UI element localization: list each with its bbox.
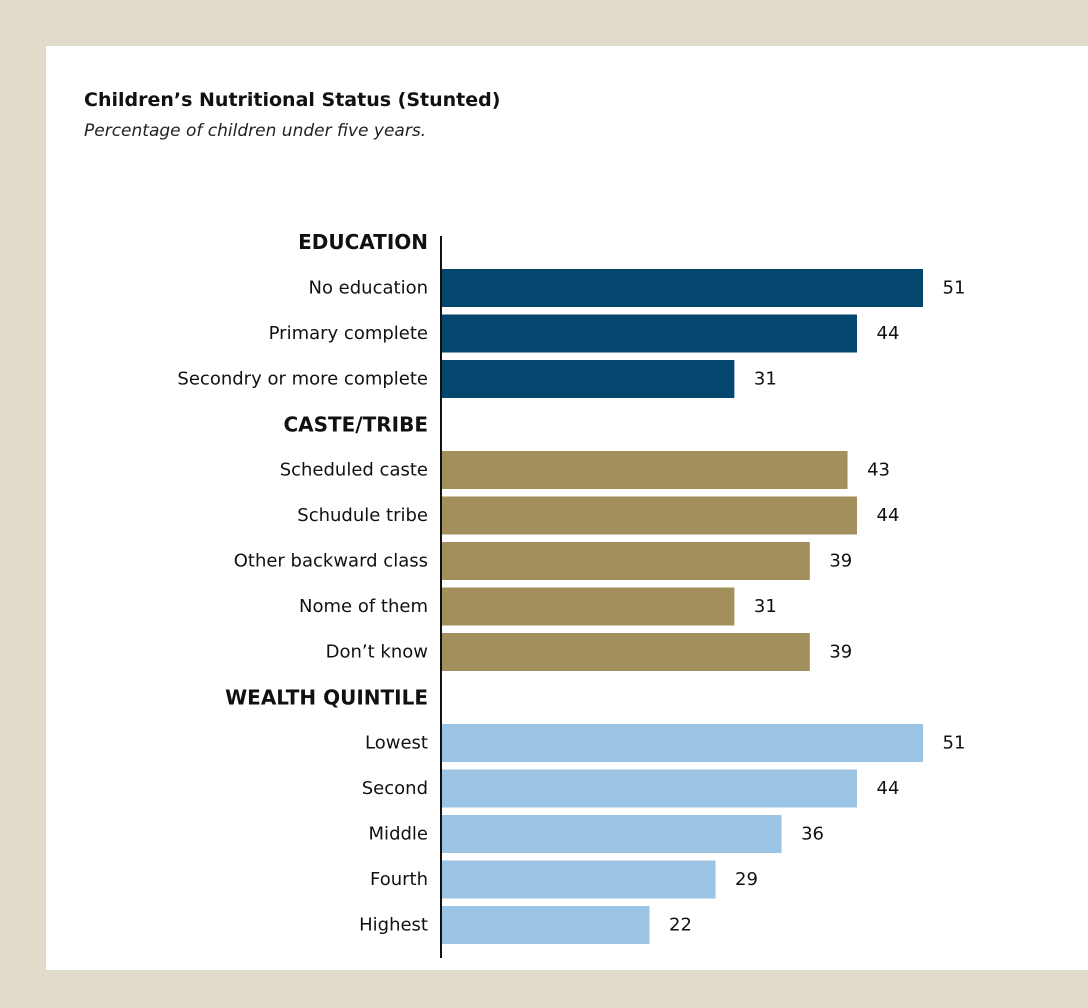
data-label: 44 xyxy=(877,778,900,799)
category-label: No education xyxy=(308,278,428,299)
data-label: 31 xyxy=(754,369,777,390)
bar xyxy=(442,542,810,580)
bar xyxy=(442,314,857,353)
bars-layer: EDUCATION No education 51 Primary complete 4… xyxy=(177,230,965,944)
data-label: 51 xyxy=(943,278,966,299)
bar xyxy=(442,815,782,853)
data-label: 51 xyxy=(943,733,966,754)
category-label: Lowest xyxy=(365,733,428,754)
chart-subtitle: Percentage of children under five years. xyxy=(84,121,427,141)
category-label: Don’t know xyxy=(326,642,428,663)
data-label: 39 xyxy=(829,551,852,572)
bar xyxy=(442,587,735,626)
category-label: Nome of them xyxy=(299,596,428,617)
category-label: Primary complete xyxy=(269,323,428,344)
category-label: Other backward class xyxy=(234,551,428,572)
category-label: Scheduled caste xyxy=(280,460,428,481)
category-label: Schudule tribe xyxy=(297,505,428,526)
category-label: Secondry or more complete xyxy=(177,369,428,390)
bar xyxy=(442,451,848,489)
bar xyxy=(442,269,923,307)
category-label: Highest xyxy=(359,915,428,936)
bar xyxy=(442,360,735,398)
data-label: 31 xyxy=(754,596,777,617)
group-header-2: WEALTH QUINTILE xyxy=(225,686,428,710)
bar xyxy=(442,906,650,944)
category-label: Fourth xyxy=(370,869,428,890)
data-label: 36 xyxy=(801,824,824,845)
bar xyxy=(442,633,810,671)
data-label: 43 xyxy=(867,460,890,481)
bar xyxy=(442,860,716,899)
category-label: Middle xyxy=(369,824,428,845)
data-label: 39 xyxy=(829,642,852,663)
group-header-1: CASTE/TRIBE xyxy=(283,413,428,437)
chart-title: Children’s Nutritional Status (Stunted) xyxy=(84,89,501,111)
group-header-0: EDUCATION xyxy=(298,230,428,254)
category-label: Second xyxy=(362,778,428,799)
data-label: 22 xyxy=(669,915,692,936)
data-label: 44 xyxy=(877,505,900,526)
data-label: 29 xyxy=(735,869,758,890)
data-label: 44 xyxy=(877,323,900,344)
bar xyxy=(442,496,857,535)
bar xyxy=(442,769,857,808)
bar xyxy=(442,724,923,762)
